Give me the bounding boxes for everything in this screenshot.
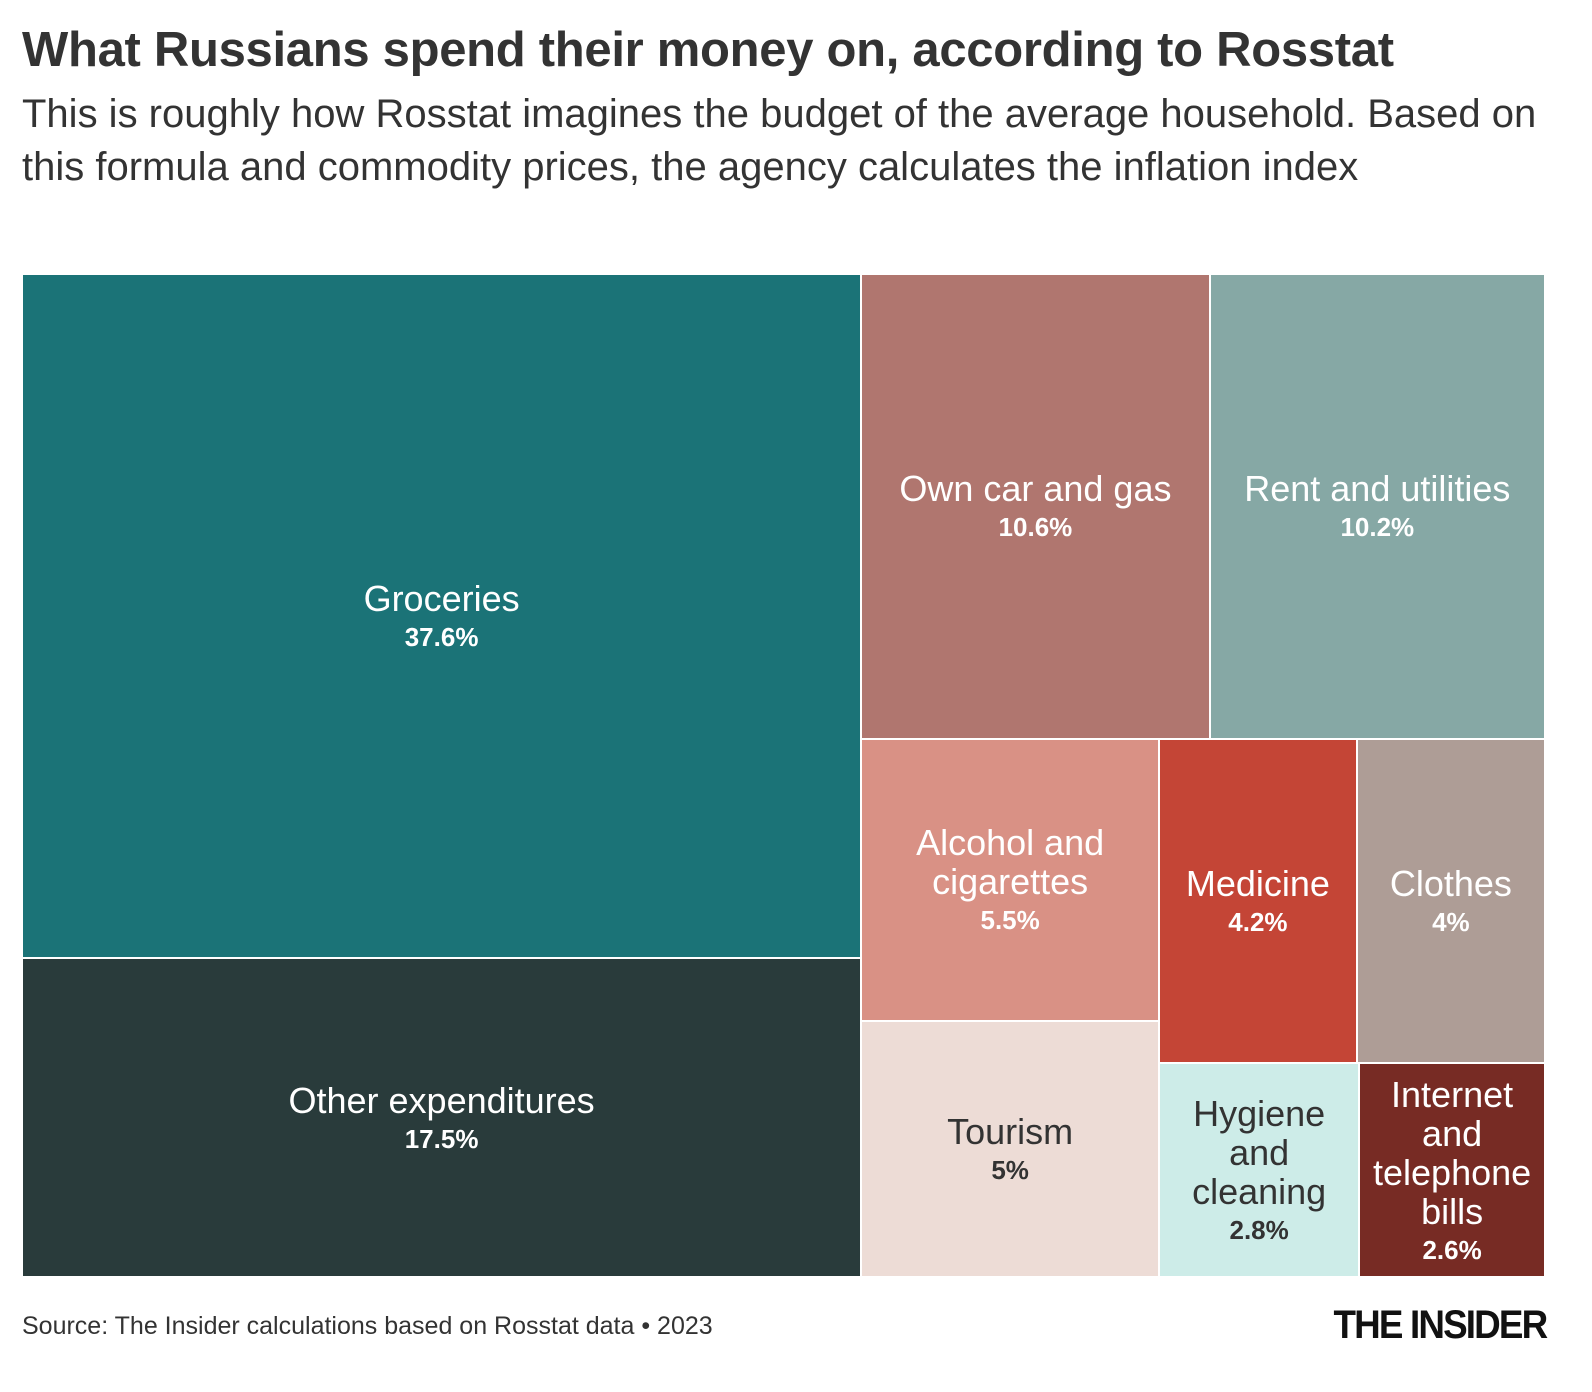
value-label: 5% xyxy=(991,1154,1029,1185)
value-label: 5.5% xyxy=(980,905,1040,936)
treemap-cell: Alcohol and cigarettes 5.5% xyxy=(861,738,1160,1021)
chart-title: What Russians spend their money on, acco… xyxy=(22,23,1394,77)
value-label: 10.6% xyxy=(998,512,1073,543)
treemap: Groceries 37.6% Other expenditures 17.5% Own… xyxy=(22,274,1545,1277)
value-label: 37.6% xyxy=(404,622,479,653)
treemap-cell: Other expenditures 17.5% xyxy=(22,958,862,1277)
cell-label: Clothes xyxy=(1389,862,1512,904)
value-label: 2.6% xyxy=(1422,1234,1482,1265)
value-label: 2.8% xyxy=(1229,1215,1289,1246)
value-label: 10.2% xyxy=(1340,512,1415,543)
treemap-cell: Rent and utilities 10.2% xyxy=(1209,274,1545,739)
cell-label: Groceries xyxy=(363,578,520,620)
value-label: 17.5% xyxy=(404,1123,479,1154)
value-label: 4.2% xyxy=(1228,906,1288,937)
cell-label: Own car and gas xyxy=(899,468,1172,510)
cell-label: Other expenditures xyxy=(288,1079,595,1121)
cell-label: Internet and telephone bills xyxy=(1373,1073,1532,1232)
cell-label: Hygiene and cleaning xyxy=(1192,1093,1327,1213)
treemap-cell: Tourism 5% xyxy=(861,1020,1160,1277)
cell-label: Tourism xyxy=(947,1110,1074,1152)
treemap-cell: Hygiene and cleaning 2.8% xyxy=(1159,1063,1360,1277)
logo: THE INSIDER xyxy=(1333,1303,1548,1347)
source-note: Source: The Insider calculations based o… xyxy=(22,1312,713,1340)
treemap-cell: Medicine 4.2% xyxy=(1159,738,1357,1064)
chart-subtitle: This is roughly how Rosstat imagines the… xyxy=(22,92,1537,189)
treemap-cell: Groceries 37.6% xyxy=(22,274,862,959)
treemap-cell: Own car and gas 10.6% xyxy=(861,274,1210,739)
treemap-cell: Internet and telephone bills 2.6% xyxy=(1359,1063,1545,1277)
cell-label: Alcohol and cigarettes xyxy=(916,822,1105,903)
cell-label: Rent and utilities xyxy=(1244,468,1511,510)
cell-label: Medicine xyxy=(1185,862,1330,904)
treemap-cell: Clothes 4% xyxy=(1356,738,1545,1064)
value-label: 4% xyxy=(1432,906,1470,937)
